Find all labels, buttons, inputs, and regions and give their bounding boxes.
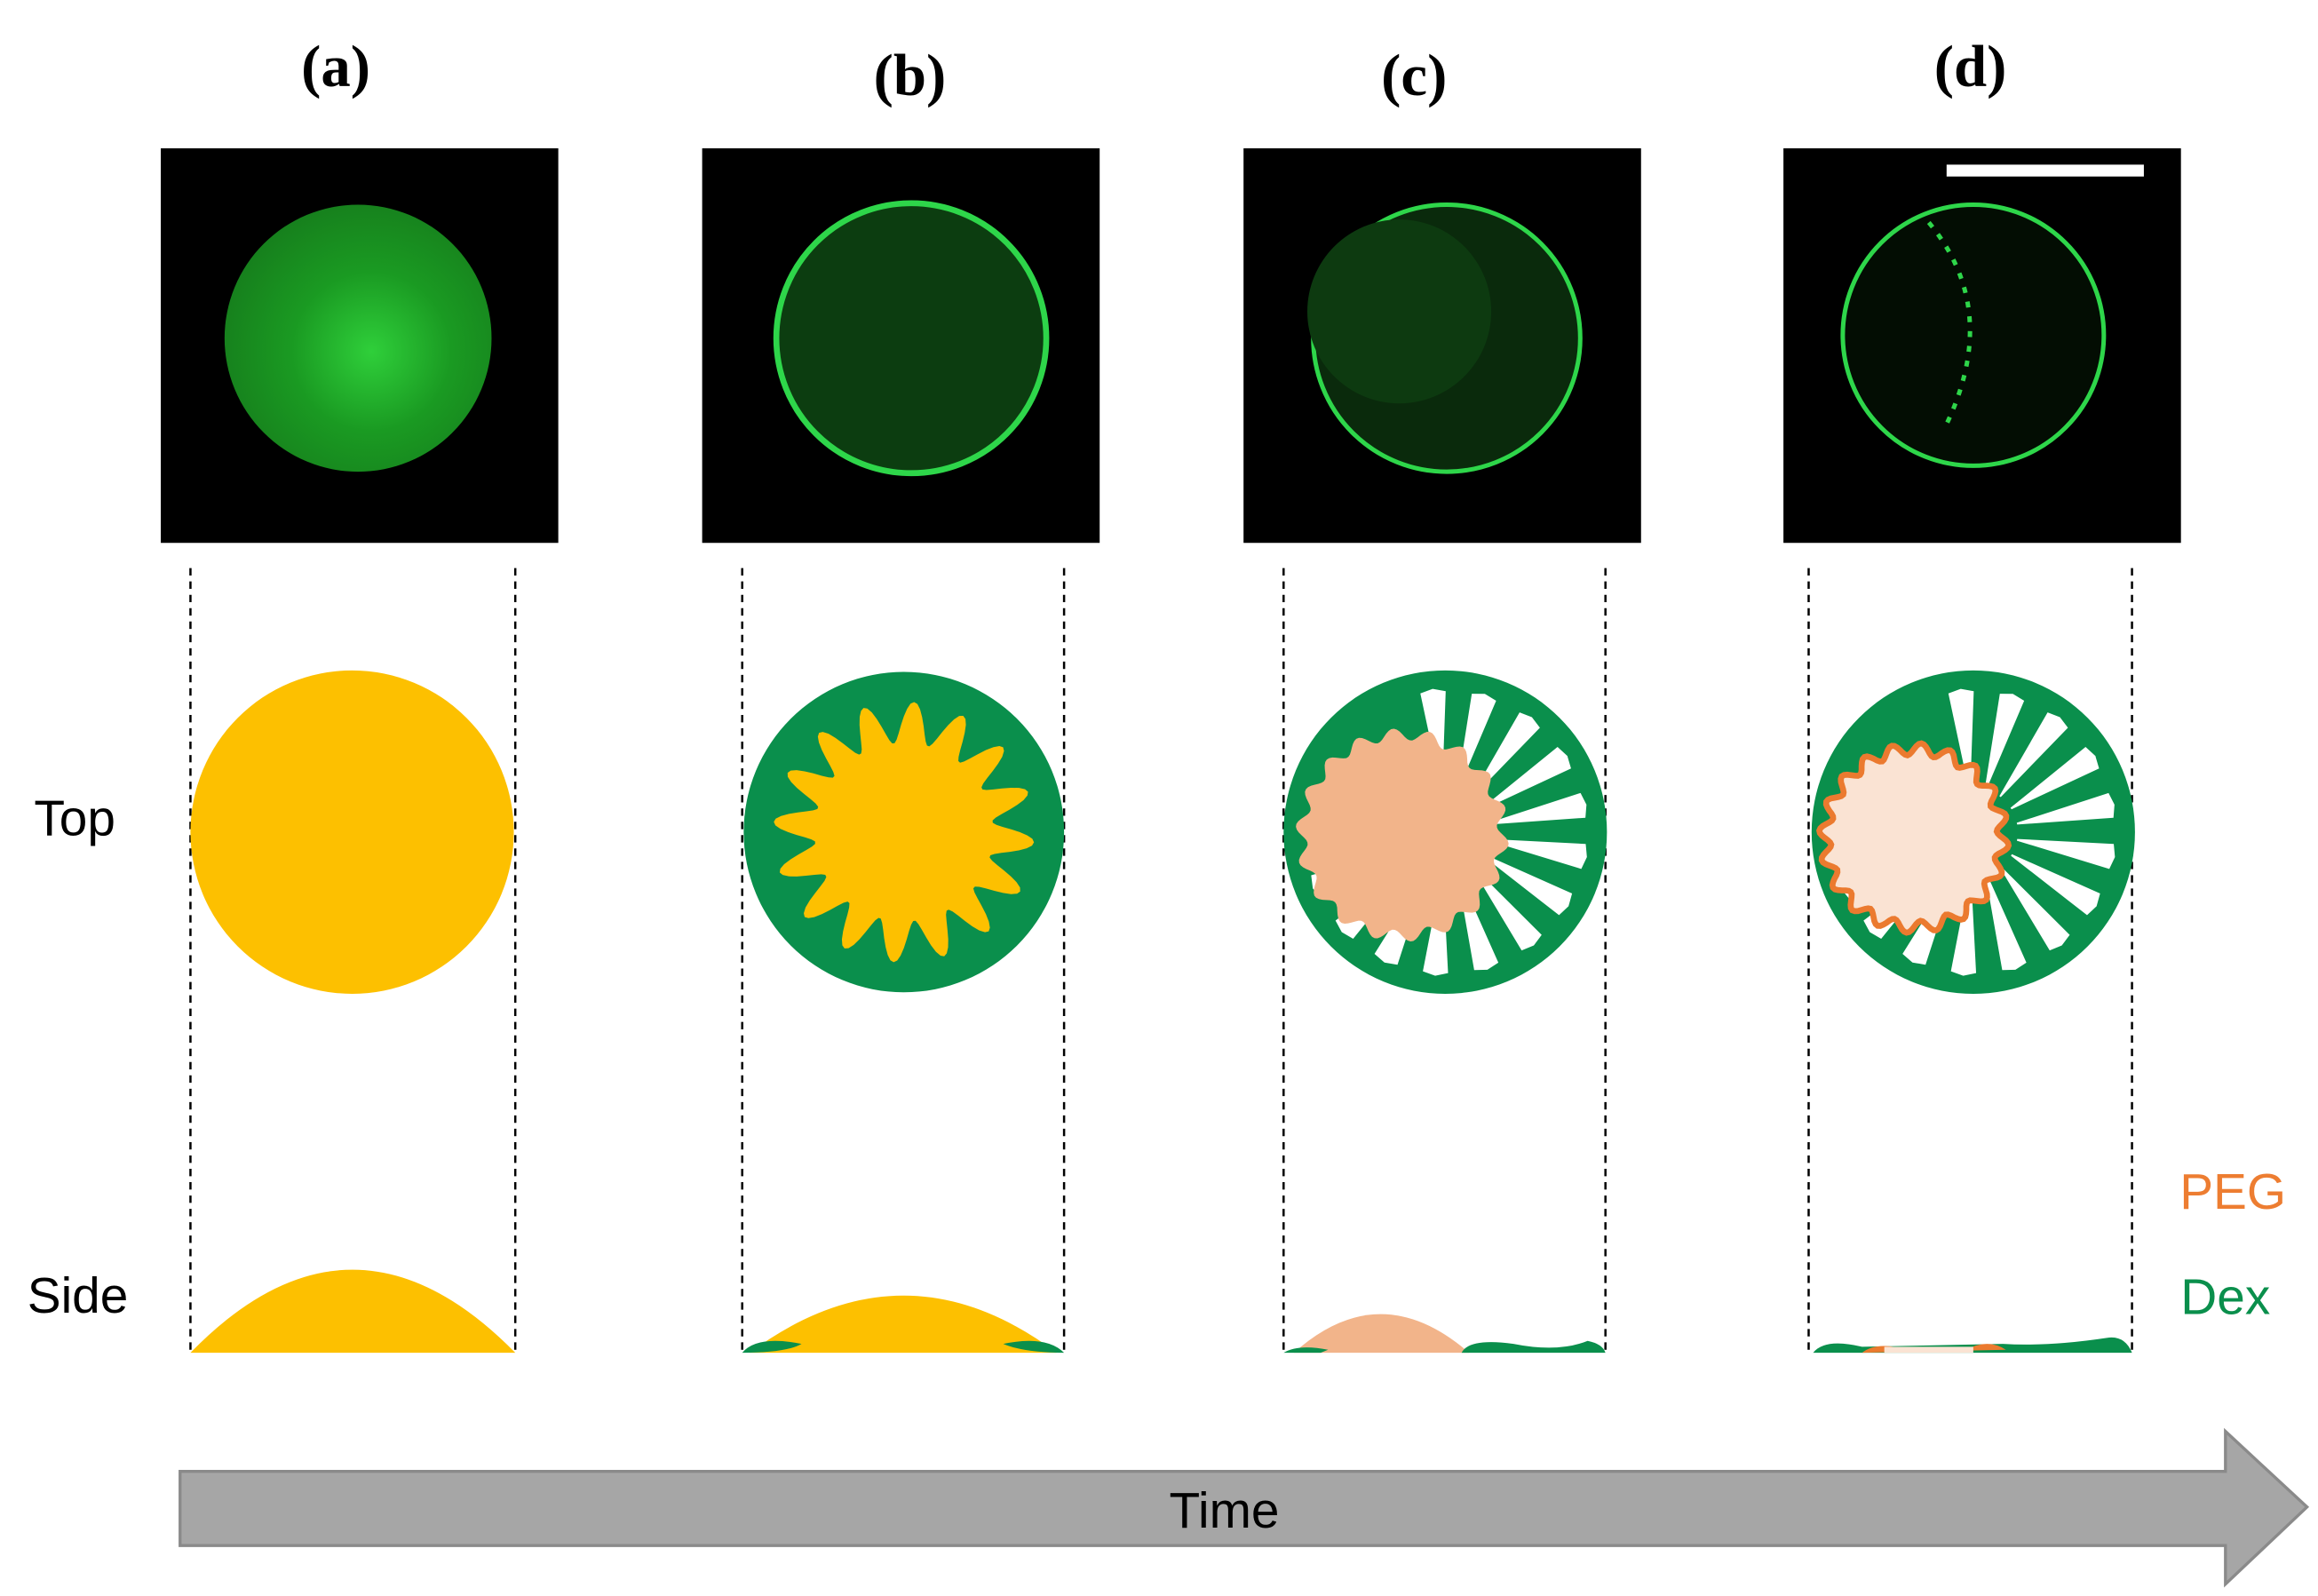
top-a	[190, 670, 514, 994]
gap	[1984, 694, 2025, 790]
gap	[1482, 854, 1573, 916]
gap	[1472, 866, 1542, 951]
gap	[1482, 747, 1571, 810]
droplet	[224, 204, 492, 472]
side-b-dex	[742, 1340, 1065, 1354]
legend-peg: PEG	[2179, 1164, 2286, 1220]
side-b	[750, 1295, 1057, 1354]
side-a	[190, 1269, 516, 1354]
panel-labels: (a) (b) (c) (d)	[301, 34, 2006, 108]
side-c	[1293, 1314, 1470, 1354]
gap	[1488, 838, 1587, 869]
gap	[2016, 838, 2116, 869]
panel-label: (a)	[301, 34, 370, 99]
droplet	[773, 200, 1050, 477]
scale-bar	[1946, 164, 2144, 177]
panel-label: (d)	[1934, 34, 2007, 99]
gap	[1488, 792, 1587, 825]
top-c-core	[1296, 728, 1509, 941]
gap	[1985, 874, 2027, 971]
top-b-core	[774, 702, 1035, 963]
row-label: Side	[28, 1268, 129, 1324]
panel-label: (c)	[1381, 43, 1447, 108]
side-d-core	[1884, 1346, 1973, 1354]
gap	[2011, 854, 2100, 916]
drawings	[161, 148, 2181, 1354]
legend-dex: Dex	[2180, 1270, 2270, 1326]
arrow-label: Time	[1169, 1483, 1279, 1539]
row-label: Top	[34, 790, 115, 846]
gap	[2016, 792, 2115, 825]
gap	[2010, 747, 2100, 810]
panel-label: (b)	[874, 43, 947, 108]
droplet	[1307, 219, 1492, 404]
gap	[1999, 712, 2068, 798]
top-d-core	[1816, 740, 2012, 936]
time-arrow	[179, 1427, 2310, 1588]
droplet	[1840, 202, 2107, 468]
gap	[1999, 866, 2070, 951]
side-c-dex	[1283, 1340, 1606, 1354]
boundary	[1926, 220, 1973, 432]
